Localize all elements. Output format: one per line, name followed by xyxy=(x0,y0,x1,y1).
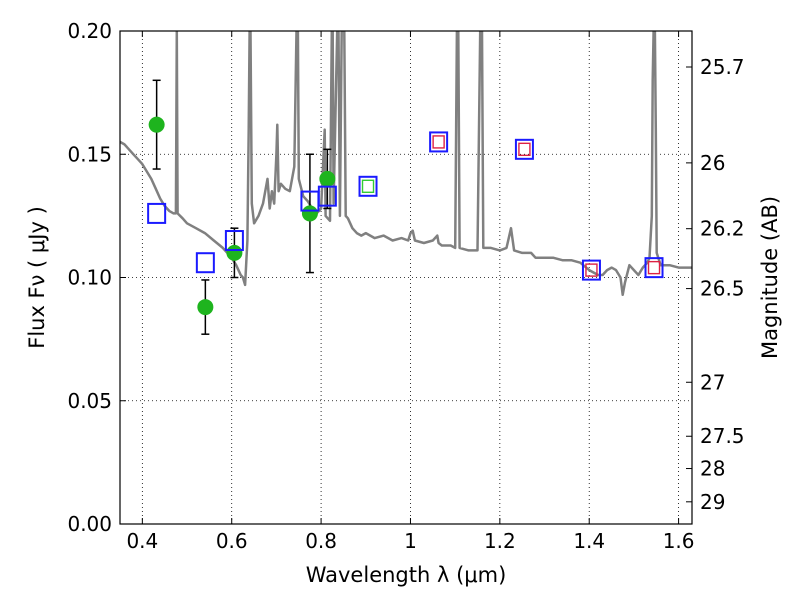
series-measured-fluxes xyxy=(148,79,336,335)
x-tick-label: 0.6 xyxy=(216,529,248,553)
data-point xyxy=(226,244,243,261)
right-tick-label: 26 xyxy=(700,151,725,175)
x-tick-label: 1.4 xyxy=(573,529,605,553)
right-tick-label: 25.7 xyxy=(700,55,745,79)
y-axis-label: Flux Fν ( μJy ) xyxy=(25,206,49,349)
data-point xyxy=(301,205,318,222)
data-point xyxy=(319,170,336,187)
x-axis-label: Wavelength λ (μm) xyxy=(306,563,507,587)
model-point xyxy=(358,175,378,197)
y-tick-label: 0.05 xyxy=(67,389,112,413)
series-layer xyxy=(120,31,692,335)
series-model-photometry xyxy=(147,131,664,281)
right-y-axis-label: Magnitude (AB) xyxy=(758,196,782,359)
series-model-spectrum xyxy=(120,31,692,297)
x-tick-label: 1.6 xyxy=(663,529,695,553)
model-point xyxy=(429,131,449,153)
series-green-photometry xyxy=(361,179,375,193)
right-tick-label: 28 xyxy=(700,457,725,481)
spectrum-line xyxy=(120,31,692,297)
right-tick-label: 26.5 xyxy=(700,277,745,301)
model-point xyxy=(224,230,244,252)
model-point-inner xyxy=(361,179,375,193)
y-tick-label: 0.20 xyxy=(67,19,112,43)
data-point xyxy=(197,299,214,316)
model-point-inner xyxy=(585,263,598,277)
y-tick-label: 0.00 xyxy=(67,512,112,536)
model-point-inner xyxy=(647,260,661,275)
model-point xyxy=(581,259,601,281)
x-tick-label: 0.4 xyxy=(126,529,158,553)
model-point xyxy=(147,202,167,224)
model-point-inner xyxy=(518,142,531,157)
x-tick-label: 0.8 xyxy=(305,529,337,553)
model-point-inner xyxy=(432,135,445,149)
tick-marks xyxy=(120,30,692,525)
model-point xyxy=(317,185,337,207)
y-tick-label: 0.15 xyxy=(67,142,112,166)
plot-frame xyxy=(119,30,693,525)
series-red-photometry xyxy=(432,135,661,277)
x-tick-label: 1.2 xyxy=(484,529,516,553)
right-tick-label: 29 xyxy=(700,490,725,514)
y-tick-label: 0.10 xyxy=(67,266,112,290)
x-tick-label: 1 xyxy=(404,529,417,553)
model-point xyxy=(644,257,664,279)
data-point xyxy=(148,116,165,133)
model-point xyxy=(195,252,215,274)
right-tick-label: 26.2 xyxy=(700,217,745,241)
tick-labels: 0.4 0.6 0.8 1 1.2 1.4 1.6 0.00 0.05 0.10 0.15 0.20 2… xyxy=(67,19,744,553)
right-tick-label: 27 xyxy=(700,370,725,394)
model-point xyxy=(514,138,534,160)
grid xyxy=(120,31,692,524)
right-tick-label: 27.5 xyxy=(700,424,745,448)
